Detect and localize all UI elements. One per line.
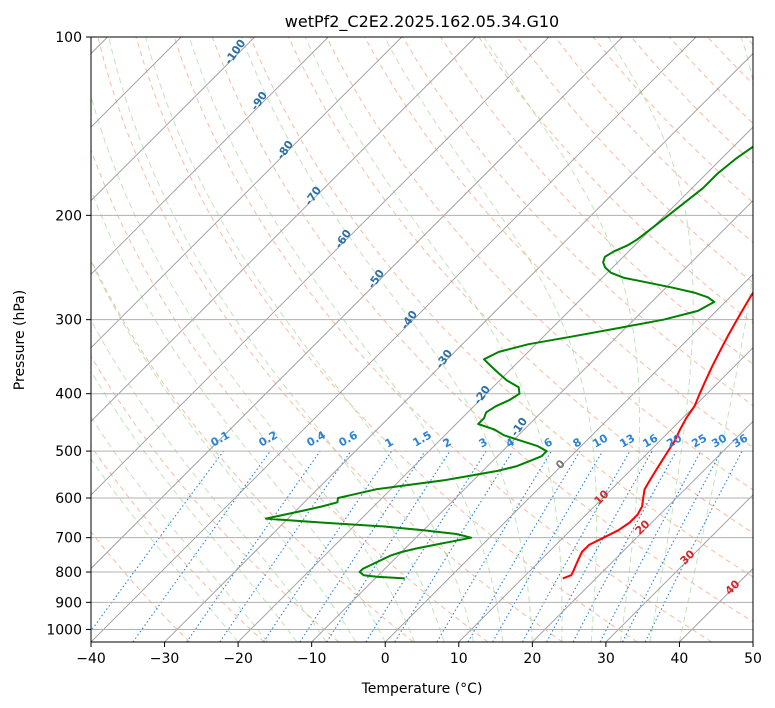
profile-series <box>264 145 753 580</box>
y-tick-label: 300 <box>55 313 82 329</box>
plot-frame <box>90 36 754 643</box>
x-tick-label: 10 <box>450 651 468 667</box>
isotherm <box>605 494 753 642</box>
x-tick-label: −40 <box>76 651 106 667</box>
x-tick-label: −30 <box>150 651 180 667</box>
dry-adiabat <box>91 355 340 642</box>
temperature-line <box>562 290 753 580</box>
mixing-ratio-line <box>263 450 392 642</box>
y-tick-label: 500 <box>55 444 82 460</box>
mixing-ratio-line <box>326 450 451 642</box>
dry-adiabat <box>211 37 753 623</box>
y-tick-label: 1000 <box>46 622 82 638</box>
isotherm <box>237 126 753 642</box>
moist-adiabat <box>91 260 357 642</box>
x-axis-label: Temperature (°C) <box>361 681 483 697</box>
mixing-ratio-line <box>572 450 677 642</box>
x-tick-label: −20 <box>223 651 253 667</box>
moist-adiabat <box>384 37 598 642</box>
moist-adiabat <box>241 37 533 642</box>
y-axis-label: Pressure (hPa) <box>12 290 28 390</box>
dewpoint-line <box>264 145 753 580</box>
y-tick-label: 200 <box>55 208 82 224</box>
isotherm <box>91 37 697 642</box>
x-tick-label: 40 <box>671 651 689 667</box>
isotherm <box>458 347 753 642</box>
moist-adiabat <box>607 37 694 642</box>
x-tick-label: 30 <box>597 651 615 667</box>
chart-title: wetPf2_C2E2.2025.162.05.34.G10 <box>285 12 559 32</box>
mixing-ratio-line <box>132 450 271 642</box>
isotherm <box>91 37 329 275</box>
mixing-ratio-line <box>299 450 426 642</box>
isotherm <box>532 420 753 642</box>
moist-adiabat <box>91 458 239 642</box>
moist-adiabat <box>91 319 327 642</box>
isotherm <box>91 37 476 422</box>
grid-lines <box>91 37 753 642</box>
isotherm <box>91 37 550 496</box>
background-lines <box>91 37 753 642</box>
mixing-ratio-line <box>91 450 224 632</box>
moist-adiabat <box>145 37 474 642</box>
moist-adiabat <box>91 416 268 642</box>
mixing-ratio-line <box>644 450 743 642</box>
mixing-ratio-line <box>219 450 352 642</box>
dry-adiabat <box>97 37 563 642</box>
y-axis: 100 200 300 400 500 600 700 800 900 1000 <box>46 30 91 638</box>
dry-adiabat <box>516 37 753 284</box>
dry-adiabat <box>91 148 489 642</box>
x-tick-label: 50 <box>744 651 762 667</box>
moist-adiabat <box>188 37 504 642</box>
moist-adiabat <box>91 370 298 642</box>
dry-adiabat <box>402 37 753 407</box>
dry-adiabat <box>135 37 638 642</box>
x-tick-label: 0 <box>381 651 390 667</box>
isotherm <box>91 37 255 202</box>
moist-adiabat <box>483 37 641 642</box>
mixing-ratio-line <box>522 450 631 642</box>
isotherm <box>164 52 753 642</box>
dry-adiabat <box>440 37 753 365</box>
dry-adiabat <box>91 531 191 642</box>
mixing-ratio-line <box>394 450 514 642</box>
y-tick-label: 400 <box>55 387 82 403</box>
mixing-ratio-line <box>546 450 653 642</box>
y-tick-label: 100 <box>55 30 82 46</box>
mixing-ratio-line <box>186 450 321 642</box>
y-tick-label: 900 <box>55 595 82 611</box>
x-tick-label: −10 <box>297 651 327 667</box>
dry-adiabat <box>91 445 265 642</box>
isotherm <box>91 37 623 570</box>
y-tick-label: 700 <box>55 531 82 547</box>
moist-adiabat <box>678 37 753 642</box>
x-axis: −40 −30 −20 −10 0 10 20 30 40 50 <box>76 642 762 667</box>
x-tick-label: 20 <box>523 651 541 667</box>
isotherm <box>91 37 403 349</box>
y-tick-label: 600 <box>55 491 82 507</box>
isotherm <box>384 273 753 642</box>
moist-adiabat <box>108 37 445 642</box>
isotherm <box>311 200 753 642</box>
moist-adiabat <box>304 37 563 642</box>
dry-adiabat <box>249 37 753 578</box>
moist-adiabat <box>91 188 386 642</box>
y-tick-label: 800 <box>55 565 82 581</box>
